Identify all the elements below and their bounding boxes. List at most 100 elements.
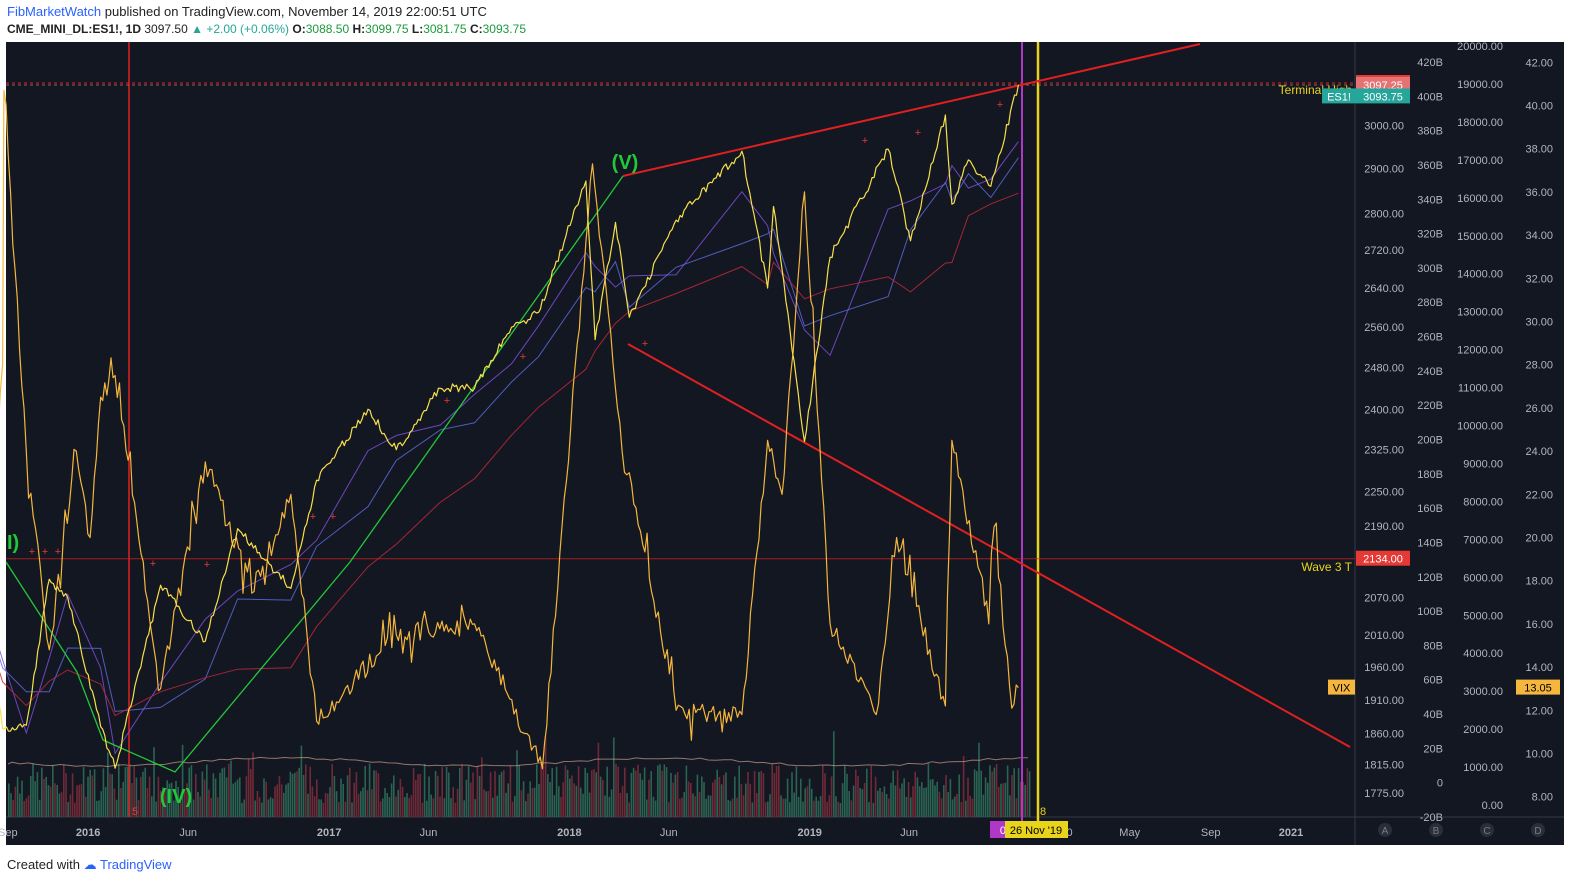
volume-bar xyxy=(995,764,998,817)
volume-axis-tick: 320B xyxy=(1417,229,1443,241)
high-label: H: xyxy=(352,22,366,36)
volume-bar xyxy=(36,772,39,817)
vix-axis-tick: 8.00 xyxy=(1532,792,1553,804)
volume-bar xyxy=(835,796,837,817)
volume-bar xyxy=(265,781,267,817)
volume-bar xyxy=(192,799,195,817)
volume-bar xyxy=(43,778,45,817)
es-symbol-tag-text: ES1! xyxy=(1327,91,1351,103)
volume-bar xyxy=(234,782,237,817)
volume-bar xyxy=(745,783,747,817)
volume-bar xyxy=(694,796,696,817)
volume-bar xyxy=(969,795,971,817)
volume-bar xyxy=(60,792,63,817)
volume-bar xyxy=(663,764,666,817)
volume-bar xyxy=(511,801,514,817)
time-axis-background xyxy=(6,817,1355,845)
tradingview-logo[interactable]: ☁ TradingView xyxy=(84,857,172,872)
time-axis-tick: May xyxy=(1119,827,1140,839)
volume-bar xyxy=(357,793,360,817)
volume-bar xyxy=(811,789,813,817)
volume-bar xyxy=(980,770,982,817)
volume-axis-tick: 40B xyxy=(1423,709,1443,721)
volume-bar xyxy=(615,763,617,817)
plus-marker: + xyxy=(42,546,48,558)
volume-bar xyxy=(606,766,608,817)
volume-bar xyxy=(1004,782,1007,817)
volume-bar xyxy=(159,790,162,817)
volume-bar xyxy=(91,775,94,817)
volume-bar xyxy=(608,796,611,817)
volume-bar xyxy=(921,782,923,817)
volume-axis-tick: 140B xyxy=(1417,538,1443,550)
volume-bar xyxy=(166,780,168,817)
volume-bar xyxy=(923,788,925,817)
volume-bar xyxy=(461,764,463,817)
volume-bar xyxy=(322,802,325,817)
volume-bar xyxy=(181,744,184,817)
moving-average-mid xyxy=(0,157,1019,712)
volume-bar xyxy=(366,790,369,817)
volume-bar xyxy=(1026,768,1029,817)
volume-bar xyxy=(885,794,888,817)
volume-bar xyxy=(338,802,340,817)
symbol-label[interactable]: CME_MINI_DL:ES1!, 1D xyxy=(7,22,142,36)
volume-axis-tick: 120B xyxy=(1417,572,1443,584)
volume-bar xyxy=(676,772,679,817)
vix-value-box xyxy=(1516,679,1560,695)
volume-bar xyxy=(382,798,384,817)
volume-bar xyxy=(23,801,25,817)
volume-axis-tick: 80B xyxy=(1423,640,1443,652)
volume-bar xyxy=(1015,798,1018,817)
volume-bar xyxy=(564,765,567,817)
series-lines xyxy=(0,84,1019,770)
volume-bar xyxy=(276,784,278,817)
volume-bar xyxy=(247,758,250,817)
volume-bar xyxy=(822,765,824,817)
volume-bar xyxy=(901,783,903,817)
volume-bar xyxy=(278,776,281,817)
vix-axis-tick: 26.00 xyxy=(1525,403,1553,415)
chart-area[interactable]: + + ++ ++ +++++++ (V)(IV)I)Terminal HighWave… xyxy=(0,42,1588,845)
volume-bar xyxy=(27,795,30,817)
volume-bar xyxy=(199,796,201,817)
volume-bar xyxy=(454,802,457,817)
volume-bar xyxy=(470,782,472,817)
time-axis-tick: Jun xyxy=(660,827,678,839)
volume-bar xyxy=(888,798,890,817)
volume-bar xyxy=(846,773,848,817)
price-axis-tick: 1910.00 xyxy=(1364,695,1404,707)
volume-bar xyxy=(269,797,272,817)
volume-bar xyxy=(789,802,791,817)
vix-axis-tick: 36.00 xyxy=(1525,187,1553,199)
volume-bar xyxy=(76,785,78,817)
volume-bar xyxy=(173,800,175,817)
volume-bar xyxy=(553,795,556,817)
plus-marker: + xyxy=(29,546,35,558)
volume-bar xyxy=(142,771,144,817)
pane-letter-text: A xyxy=(1382,826,1389,837)
volume-bar xyxy=(313,796,316,817)
time-axis-tick: Jun xyxy=(900,827,918,839)
volume-bar xyxy=(393,775,395,817)
volume-bar xyxy=(463,800,465,817)
volume-bar xyxy=(659,764,661,817)
volume-bar xyxy=(221,768,223,817)
volume-bar xyxy=(991,771,993,817)
volume-bar xyxy=(190,765,193,817)
volume-bar xyxy=(982,794,985,817)
volume-bar xyxy=(133,766,135,817)
scale-axis-tick: 0.00 xyxy=(1482,800,1503,812)
author-link[interactable]: FibMarketWatch xyxy=(7,4,102,19)
volume-bar xyxy=(45,776,47,817)
price-axis-tick: 1960.00 xyxy=(1364,662,1404,674)
volume-bar xyxy=(602,779,604,817)
volume-bar xyxy=(619,792,622,817)
volume-bar xyxy=(481,757,483,817)
pane-letter-badge xyxy=(1531,823,1545,837)
volume-bar xyxy=(252,752,254,817)
volume-bar xyxy=(800,778,802,817)
moving-average-fast xyxy=(0,141,1019,755)
volume-bar xyxy=(729,800,732,817)
volume-bar xyxy=(135,777,138,817)
